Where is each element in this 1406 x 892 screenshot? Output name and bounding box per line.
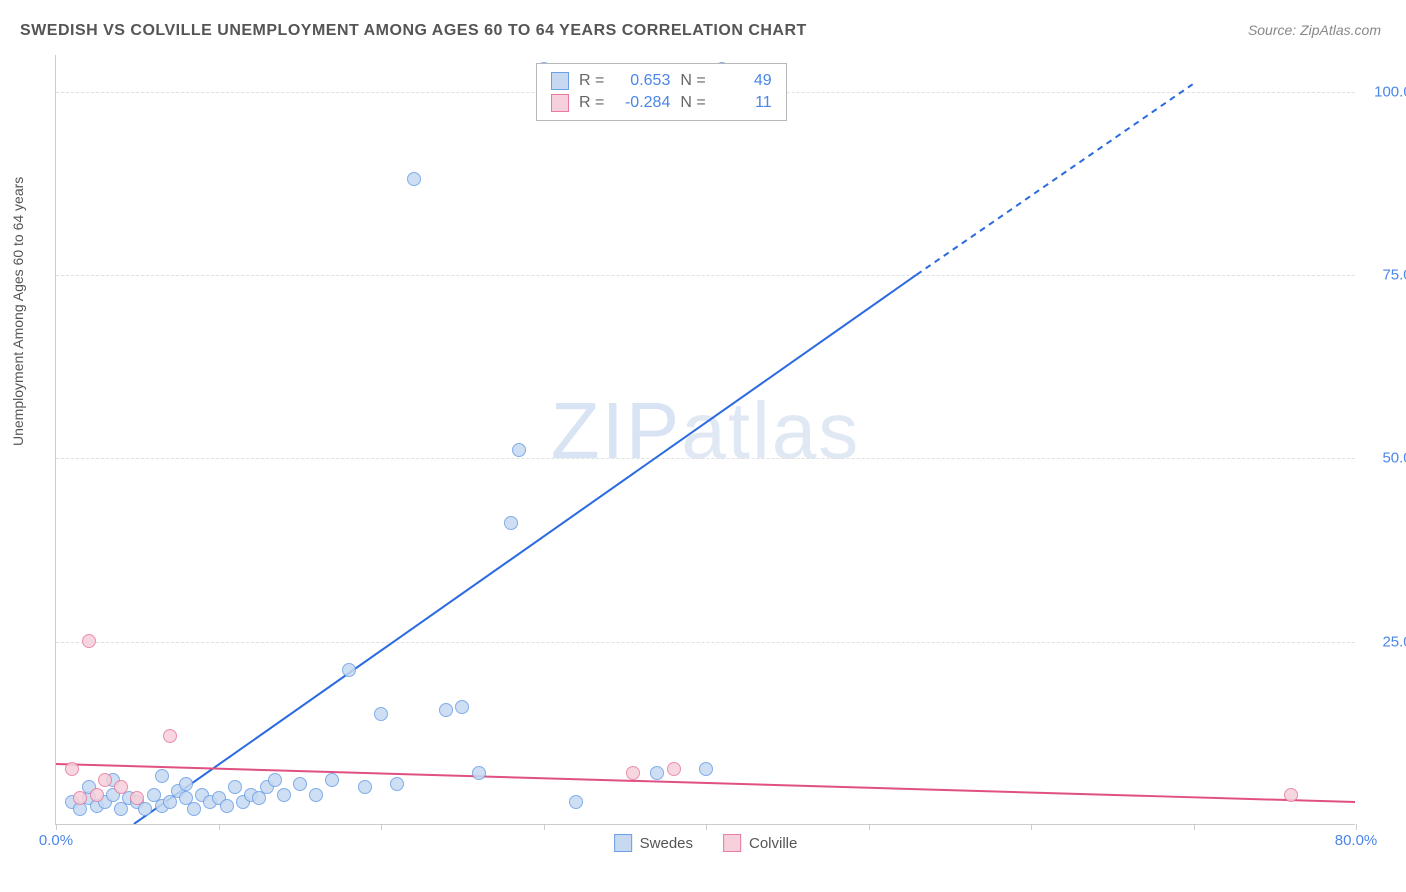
data-point [374,707,388,721]
data-point [98,773,112,787]
chart-title: SWEDISH VS COLVILLE UNEMPLOYMENT AMONG A… [20,22,807,40]
x-tick [544,824,545,830]
data-point [179,777,193,791]
source-label: Source: ZipAtlas.com [1248,22,1381,38]
y-axis-label: Unemployment Among Ages 60 to 64 years [10,177,26,446]
x-tick-label: 0.0% [39,832,73,849]
r-label: R = [579,72,604,90]
legend-swatch-swedes-icon [614,834,632,852]
legend-label-colville: Colville [749,835,797,852]
legend-bottom: Swedes Colville [614,834,798,852]
data-point [455,700,469,714]
watermark: ZIPatlas [551,384,860,476]
legend-label-swedes: Swedes [640,835,693,852]
y-tick-label: 25.0% [1382,633,1406,650]
trend-line-dashed [917,84,1193,274]
data-point [667,762,681,776]
swatch-colville-icon [551,94,569,112]
data-point [342,663,356,677]
y-tick-label: 100.0% [1374,83,1406,100]
data-point [569,795,583,809]
x-tick [706,824,707,830]
data-point [472,766,486,780]
x-tick [1356,824,1357,830]
data-point [626,766,640,780]
swatch-swedes-icon [551,72,569,90]
data-point [220,799,234,813]
data-point [277,788,291,802]
data-point [512,443,526,457]
y-tick-label: 75.0% [1382,267,1406,284]
data-point [187,802,201,816]
x-tick [219,824,220,830]
r-label: R = [579,94,604,112]
data-point [155,769,169,783]
data-point [114,780,128,794]
data-point [439,703,453,717]
data-point [82,634,96,648]
stats-row-colville: R = -0.284 N = 11 [551,92,772,114]
data-point [309,788,323,802]
n-label: N = [680,94,705,112]
data-point [293,777,307,791]
data-point [358,780,372,794]
data-point [163,729,177,743]
data-point [73,791,87,805]
r-value-swedes: 0.653 [614,72,670,90]
x-tick [869,824,870,830]
n-value-colville: 11 [716,94,772,112]
data-point [268,773,282,787]
data-point [65,762,79,776]
plot-area: ZIPatlas 25.0%50.0%75.0%100.0% 0.0%80.0%… [55,55,1355,825]
r-value-colville: -0.284 [614,94,670,112]
n-value-swedes: 49 [716,72,772,90]
grid-line [56,458,1355,459]
grid-line [56,642,1355,643]
grid-line [56,275,1355,276]
data-point [130,791,144,805]
data-point [325,773,339,787]
x-tick [1194,824,1195,830]
stats-box: R = 0.653 N = 49 R = -0.284 N = 11 [536,63,787,121]
legend-item-swedes: Swedes [614,834,693,852]
data-point [228,780,242,794]
x-tick [381,824,382,830]
data-point [407,172,421,186]
x-tick-label: 80.0% [1335,832,1378,849]
trend-lines-svg [56,55,1355,824]
legend-swatch-colville-icon [723,834,741,852]
data-point [699,762,713,776]
x-tick [1031,824,1032,830]
chart-container: SWEDISH VS COLVILLE UNEMPLOYMENT AMONG A… [0,0,1406,892]
legend-item-colville: Colville [723,834,797,852]
data-point [650,766,664,780]
data-point [1284,788,1298,802]
n-label: N = [680,72,705,90]
data-point [90,788,104,802]
y-tick-label: 50.0% [1382,450,1406,467]
trend-line [134,275,917,824]
data-point [504,516,518,530]
stats-row-swedes: R = 0.653 N = 49 [551,70,772,92]
x-tick [56,824,57,830]
data-point [390,777,404,791]
